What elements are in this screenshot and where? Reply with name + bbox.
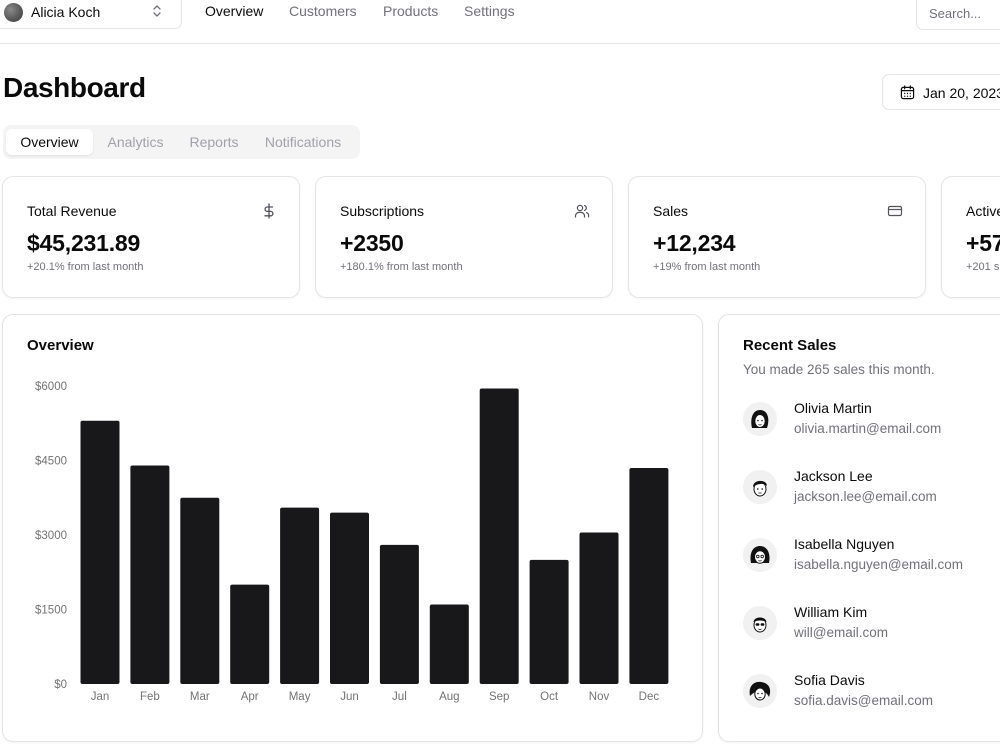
date-range-picker[interactable]: Jan 20, 2023 - Feb 09, 2023 [882, 74, 1000, 110]
bar-jul[interactable] [379, 544, 419, 684]
bar-sep[interactable] [479, 388, 519, 684]
tab-reports[interactable]: Reports [189, 134, 239, 150]
stat-card-subscriptions: Subscriptions +2350 +180.1% from last mo… [315, 176, 613, 298]
avatar-icon [743, 402, 777, 436]
customer-email: isabella.nguyen@email.com [794, 557, 964, 572]
customer-email: olivia.martin@email.com [794, 421, 942, 436]
bar-dec[interactable] [629, 467, 669, 684]
x-tick-label: Jul [392, 691, 407, 703]
stat-change: +20.1% from last month [27, 261, 144, 273]
x-tick-label: Sep [489, 691, 509, 703]
bar-may[interactable] [280, 507, 320, 684]
customer-name: Jackson Lee [794, 468, 873, 484]
nav-overview[interactable]: Overview [205, 3, 264, 19]
sale-row: William Kim will@email.com [743, 604, 1000, 648]
dashboard-tabs: Overview Analytics Reports Notifications [3, 125, 360, 159]
customer-name: Sofia Davis [794, 672, 865, 688]
bar-mar[interactable] [180, 497, 220, 684]
customer-email: will@email.com [794, 625, 888, 640]
y-tick-label: $4500 [35, 456, 67, 468]
chevrons-up-down-icon [153, 5, 161, 17]
y-tick-label: $1500 [35, 605, 67, 617]
nav-settings[interactable]: Settings [464, 3, 515, 19]
users-icon [574, 204, 590, 218]
x-tick-label: Feb [140, 691, 160, 703]
sale-row: Jackson Lee jackson.lee@email.com [743, 468, 1000, 512]
x-tick-label: Jun [340, 691, 359, 703]
x-tick-label: Mar [190, 691, 210, 703]
team-name: Alicia Koch [31, 4, 101, 20]
page-title: Dashboard [3, 72, 146, 103]
sale-row: Sofia Davis sofia.davis@email.com [743, 672, 1000, 716]
tab-analytics[interactable]: Analytics [107, 134, 164, 150]
stat-value: +12,234 [653, 230, 736, 256]
stat-label: Sales [653, 203, 689, 219]
stat-value: +2350 [340, 230, 404, 256]
customer-email: sofia.davis@email.com [794, 693, 934, 708]
top-bar: Alicia Koch Overview Customers Products … [0, 0, 1000, 44]
overview-bar-chart: $0 $1500 $3000 $4500 $6000 Jan Feb Mar Apr May Jun… [35, 381, 669, 703]
nav-customers[interactable]: Customers [289, 3, 357, 19]
x-tick-label: Nov [589, 691, 610, 703]
tab-notifications[interactable]: Notifications [264, 134, 342, 150]
stat-label: Subscriptions [340, 203, 425, 219]
dollar-icon [264, 203, 274, 219]
stat-value: +573 [966, 230, 1000, 256]
bar-jun[interactable] [330, 512, 369, 684]
recent-sales-title: Recent Sales [743, 337, 837, 354]
stat-label: Active Now [966, 203, 1000, 219]
stat-change: +201 since last hour [966, 261, 1000, 273]
team-switcher[interactable]: Alicia Koch [0, 0, 182, 29]
recent-sales-card: Recent Sales You made 265 sales this mon… [718, 314, 1000, 742]
sale-row: Isabella Nguyen isabella.nguyen@email.co… [743, 536, 1000, 580]
date-range-label: Jan 20, 2023 - Feb 09, 2023 [923, 85, 1000, 101]
overview-title: Overview [27, 337, 94, 354]
stat-card-sales: Sales +12,234 +19% from last month [628, 176, 926, 298]
bar-feb[interactable] [130, 465, 170, 684]
customer-name: Olivia Martin [794, 400, 872, 416]
x-tick-label: Apr [241, 691, 259, 703]
customer-email: jackson.lee@email.com [794, 489, 937, 504]
bar-oct[interactable] [529, 559, 569, 684]
bar-aug[interactable] [429, 604, 469, 684]
stat-card-active-now: Active Now +573 +201 since last hour [941, 176, 1000, 298]
x-tick-label: Jan [91, 691, 110, 703]
x-tick-label: May [289, 691, 311, 703]
x-tick-label: Aug [439, 691, 459, 703]
stat-change: +19% from last month [653, 261, 761, 273]
stat-card-total-revenue: Total Revenue $45,231.89 +20.1% from las… [2, 176, 300, 298]
recent-sales-description: You made 265 sales this month. [743, 362, 935, 377]
sale-row: Olivia Martin olivia.martin@email.com [743, 400, 1000, 444]
bar-apr[interactable] [230, 584, 270, 684]
avatar-icon [743, 606, 777, 640]
y-tick-label: $3000 [35, 530, 67, 542]
search-input[interactable] [916, 0, 1000, 30]
x-tick-label: Dec [639, 691, 660, 703]
nav-products[interactable]: Products [383, 3, 439, 19]
stat-change: +180.1% from last month [340, 261, 463, 273]
y-tick-label: $6000 [35, 381, 67, 393]
bar-jan[interactable] [80, 420, 120, 684]
stat-label: Total Revenue [27, 203, 117, 219]
avatar-icon [743, 538, 777, 572]
avatar-icon [4, 3, 23, 22]
avatar-icon [743, 470, 777, 504]
credit-card-icon [887, 205, 903, 217]
bar-nov[interactable] [579, 532, 619, 684]
stat-value: $45,231.89 [27, 230, 141, 256]
tab-overview[interactable]: Overview [6, 129, 93, 155]
x-tick-label: Oct [540, 691, 559, 703]
calendar-icon [900, 85, 915, 100]
avatar-icon [743, 674, 777, 708]
overview-chart-card: Overview $0 $1500 $3000 $4500 $6000 Jan Feb Mar… [2, 314, 703, 742]
y-tick-label: $0 [54, 679, 67, 691]
customer-name: Isabella Nguyen [794, 536, 895, 552]
customer-name: William Kim [794, 604, 868, 620]
